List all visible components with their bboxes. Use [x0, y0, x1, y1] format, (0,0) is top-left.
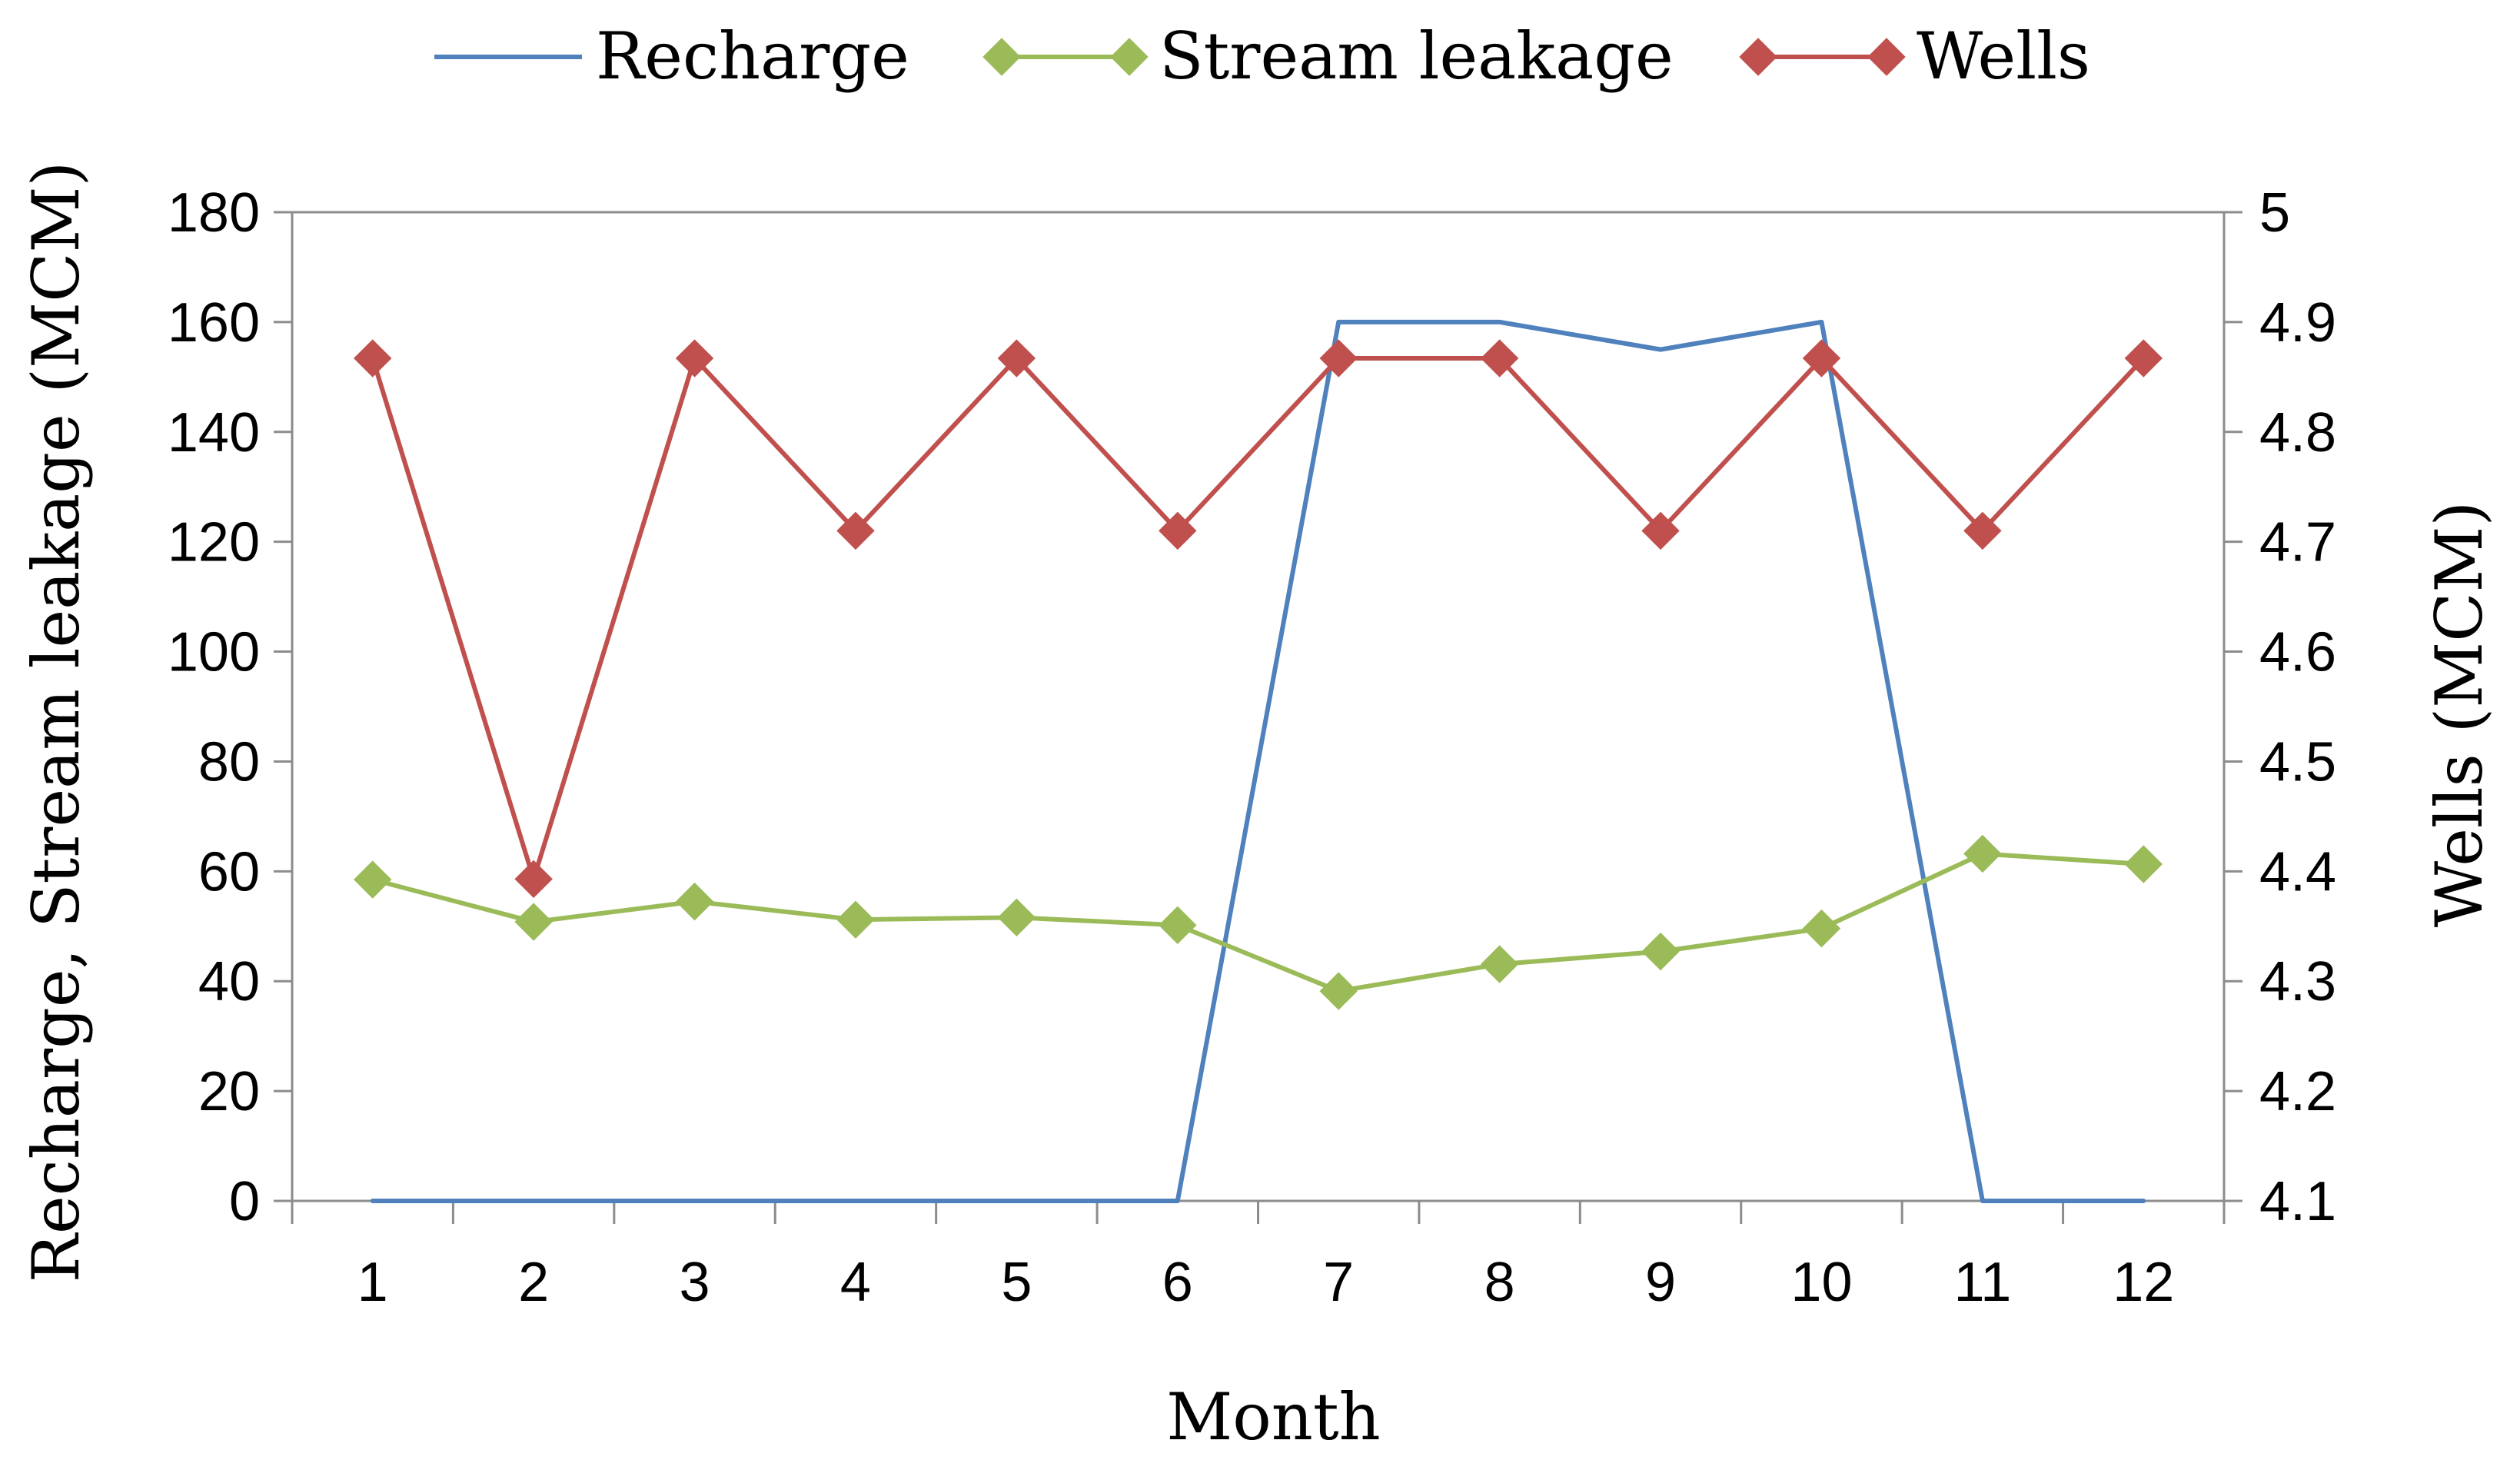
y-tick-label-right: 4.4	[2259, 841, 2336, 903]
data-point	[836, 511, 875, 550]
legend-item: Wells	[1739, 18, 2090, 94]
y-tick-label-left: 80	[198, 731, 260, 793]
y-tick-label-left: 100	[168, 622, 260, 683]
legend-marker	[1110, 38, 1149, 76]
data-point	[1319, 972, 1358, 1010]
data-point	[997, 339, 1036, 377]
x-tick-label: 12	[2113, 1252, 2174, 1313]
series-stream-leakage	[354, 834, 2163, 1010]
y-tick-label-right: 4.7	[2259, 512, 2336, 574]
data-point	[1641, 932, 1680, 971]
y-tick-label-left: 140	[168, 402, 260, 464]
y-tick-label-left: 20	[198, 1061, 260, 1122]
x-tick-label: 8	[1484, 1252, 1515, 1313]
data-point	[2124, 339, 2163, 377]
x-tick-label: 3	[680, 1252, 710, 1313]
data-point	[514, 860, 553, 899]
x-tick-label: 10	[1790, 1252, 1852, 1313]
data-point	[1802, 339, 1841, 377]
y-tick-label-right: 4.1	[2259, 1171, 2336, 1232]
y-tick-label-left: 180	[168, 182, 260, 244]
y-tick-label-left: 60	[198, 841, 260, 903]
data-point	[1641, 511, 1680, 550]
data-point	[675, 339, 714, 377]
x-tick-label: 7	[1323, 1252, 1354, 1313]
legend-marker	[1867, 38, 1906, 76]
data-point	[1963, 834, 2002, 873]
data-point	[1802, 909, 1841, 948]
y-axis-title-left: Recharge, Stream leakage (MCM)	[18, 161, 94, 1282]
data-point	[1480, 339, 1519, 377]
y-tick-label-right: 4.6	[2259, 622, 2336, 683]
legend-label: Recharge	[596, 18, 909, 94]
x-tick-label: 1	[357, 1252, 388, 1313]
data-point	[2124, 845, 2163, 883]
y-tick-label-right: 4.2	[2259, 1061, 2336, 1122]
series-recharge	[370, 319, 2146, 1203]
legend-item: Recharge	[434, 18, 909, 94]
data-point	[354, 860, 392, 899]
x-axis-title: Month	[1166, 1379, 1381, 1455]
series-line	[370, 356, 2146, 882]
legend-label: Stream leakage	[1159, 18, 1674, 94]
x-tick-label: 11	[1954, 1252, 2012, 1313]
legend-item: Stream leakage	[982, 18, 1674, 94]
data-point	[1159, 511, 1197, 550]
series-line	[370, 319, 2146, 1203]
series-wells	[354, 339, 2163, 899]
y-tick-label-left: 0	[229, 1171, 260, 1232]
data-point	[514, 903, 553, 941]
data-point	[1159, 906, 1197, 945]
x-tick-label: 2	[518, 1252, 549, 1313]
data-point	[675, 882, 714, 921]
data-point	[1480, 945, 1519, 983]
legend-marker	[982, 38, 1021, 76]
y-tick-label-right: 4.8	[2259, 402, 2336, 464]
data-point	[1963, 511, 2002, 550]
y-axis-title-right: Wells (MCM)	[2422, 501, 2497, 928]
data-point	[997, 898, 1036, 937]
data-point	[354, 339, 392, 377]
series-layer	[354, 319, 2163, 1203]
axes	[274, 211, 2242, 1224]
y-tick-label-left: 160	[168, 292, 260, 354]
data-point	[836, 900, 875, 939]
x-tick-label: 6	[1162, 1252, 1193, 1313]
x-tick-label: 4	[840, 1252, 871, 1313]
legend-label: Wells	[1917, 18, 2090, 94]
x-tick-label: 9	[1645, 1252, 1676, 1313]
y-tick-label-right: 5	[2259, 182, 2290, 244]
y-tick-label-right: 4.9	[2259, 292, 2336, 354]
y-tick-label-left: 40	[198, 951, 260, 1013]
series-line	[370, 851, 2146, 994]
axis-labels: 0 20 40 60 80 100 120 140 160 180 4.1 4.2 4.3 4.4 4.5 4…	[18, 161, 2497, 1455]
legend: Recharge Stream leakage Wells	[434, 18, 2090, 94]
y-tick-label-right: 4.3	[2259, 951, 2336, 1013]
y-tick-label-left: 120	[168, 512, 260, 574]
y-tick-label-right: 4.5	[2259, 731, 2336, 793]
x-tick-label: 5	[1001, 1252, 1032, 1313]
data-point	[1319, 339, 1358, 377]
legend-marker	[1739, 38, 1777, 76]
